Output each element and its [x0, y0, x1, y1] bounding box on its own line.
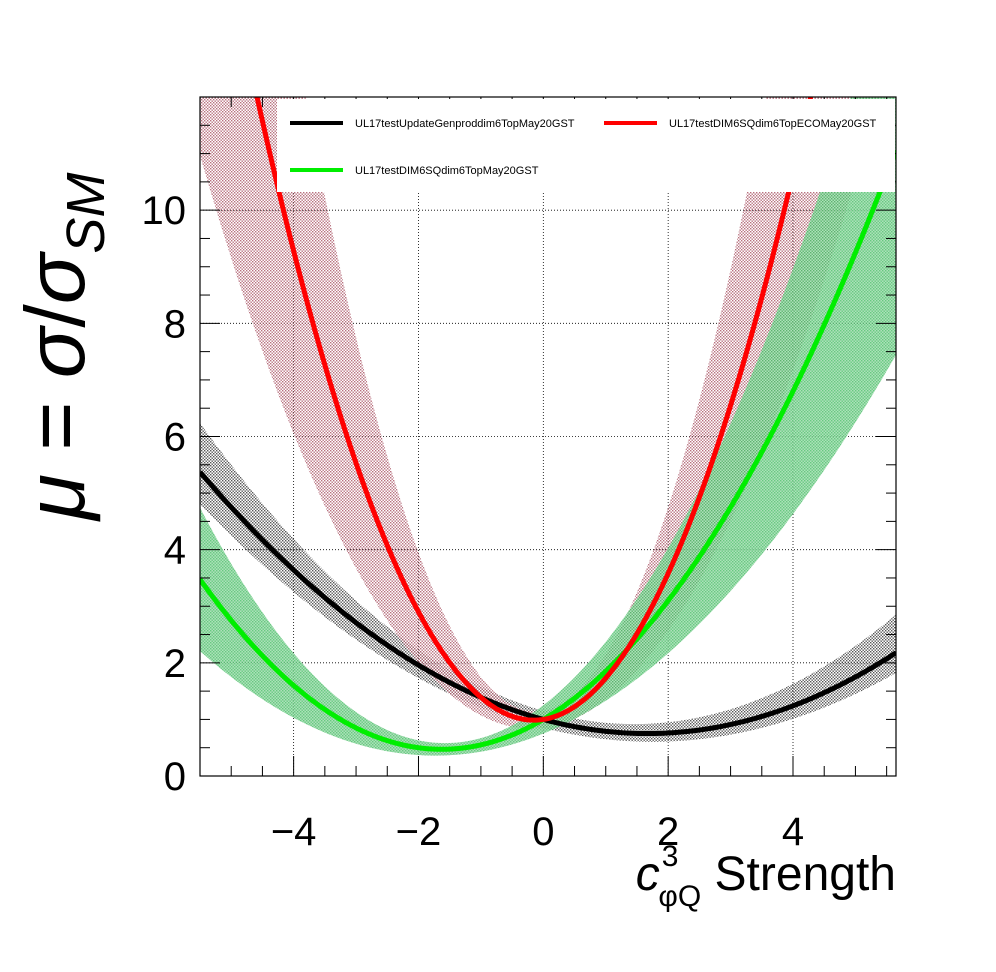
x-axis-title-suffix: Strength — [701, 848, 896, 901]
y-tick-label-4: 8 — [164, 302, 186, 346]
legend-label-0: UL17testUpdateGenproddim6TopMay20GST — [355, 118, 575, 130]
y-axis-title-sigma-sm: σ — [8, 250, 102, 304]
line-series-1 — [254, 97, 814, 723]
y-axis-title-sigma: σ — [8, 324, 102, 378]
x-tick-label-2: 0 — [532, 810, 554, 854]
tick-labels: −4 −2 0 2 4 0 2 4 6 8 10 — [142, 189, 805, 854]
x-tick-label-3: 2 — [657, 810, 679, 854]
x-tick-label-0: −4 — [271, 810, 317, 854]
band-series-1 — [200, 97, 879, 729]
y-tick-label-5: 10 — [142, 189, 187, 233]
legend-label-2: UL17testDIM6SQdim6TopMay20GST — [355, 165, 539, 177]
y-axis-title-mu: μ — [8, 474, 102, 522]
y-tick-label-0: 0 — [164, 755, 186, 799]
legend-box — [277, 99, 895, 192]
x-tick-label-4: 4 — [782, 810, 804, 854]
band-series-2 — [200, 97, 896, 756]
x-axis-title-symbol: c — [636, 848, 660, 901]
y-axis-title: μ = σ/σSM — [8, 173, 116, 522]
y-tick-label-1: 2 — [164, 642, 186, 686]
y-tick-label-2: 4 — [164, 529, 186, 573]
y-axis-title-subscript: SM — [56, 173, 116, 254]
series-lines — [200, 97, 896, 752]
x-tick-label-1: −2 — [396, 810, 442, 854]
plot-area — [199, 96, 897, 777]
uncertainty-bands — [200, 97, 896, 756]
x-axis-title-subscript: φQ — [658, 880, 701, 913]
y-tick-label-3: 6 — [164, 416, 186, 460]
legend-label-1: UL17testDIM6SQdim6TopECOMay20GST — [669, 118, 877, 130]
y-axis-title-eq: = — [8, 378, 102, 474]
y-axis-title-slash: / — [8, 304, 102, 328]
legend: UL17testUpdateGenproddim6TopMay20GST UL1… — [277, 99, 895, 192]
x-axis-title: c3 φQ Strength — [636, 840, 896, 913]
x-axis-title-superscript: 3 — [662, 840, 679, 873]
